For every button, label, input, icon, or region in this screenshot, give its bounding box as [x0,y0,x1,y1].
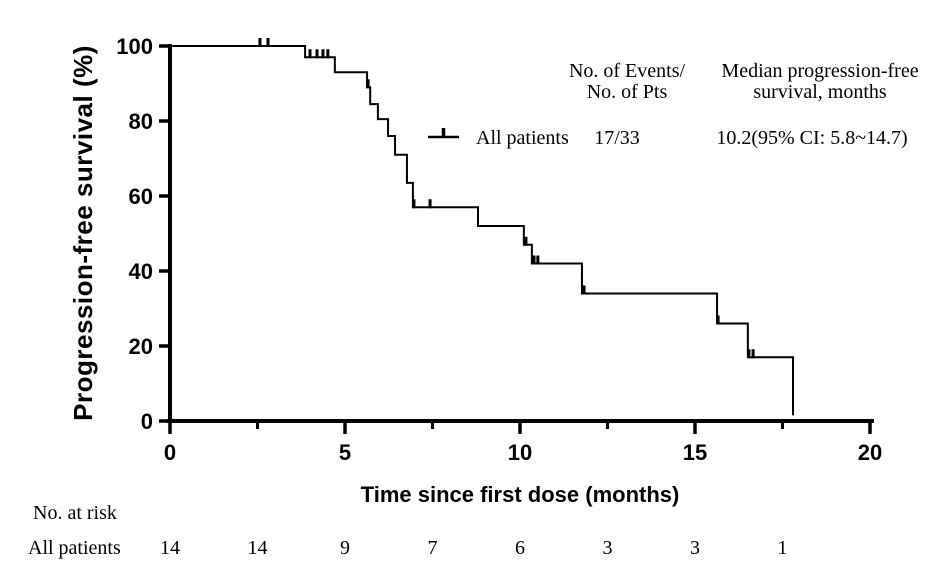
x-tick-label: 5 [339,440,351,465]
y-tick-label: 100 [116,34,153,59]
at-risk-count: 14 [160,537,180,559]
x-tick-label: 10 [508,440,532,465]
at-risk-counts: 14 14 9 7 6 3 3 1 [160,537,788,559]
at-risk-count: 3 [603,537,613,559]
y-tick-label: 40 [129,259,153,284]
legend-col1-header-line1: No. of Events/ [569,60,686,82]
legend-series-label: All patients [476,127,569,149]
at-risk-count: 7 [428,537,438,559]
y-tick-label: 60 [129,184,153,209]
censor-ticks [258,38,755,359]
legend: No. of Events/ No. of Pts Median progres… [428,60,919,149]
survival-curve-all-patients [170,45,794,416]
legend-events-value: 17/33 [594,127,640,149]
x-tick-label: 20 [858,440,882,465]
at-risk-count: 9 [340,537,350,559]
legend-median-value: 10.2(95% CI: 5.8~14.7) [716,127,907,149]
legend-col2-header-line2: survival, months [753,81,887,103]
at-risk-count: 14 [248,537,268,559]
at-risk-table: No. at risk All patients 14 14 9 7 6 3 3 1 [28,502,788,559]
legend-col2-header-line1: Median progression-free [721,60,918,82]
at-risk-row-label: All patients [28,537,121,559]
y-tick-label: 0 [141,409,153,434]
x-axis-title: Time since first dose (months) [361,482,680,507]
x-tick-label: 0 [164,440,176,465]
axes: 0 20 40 60 80 100 0 5 10 15 20 [116,34,882,465]
at-risk-count: 3 [690,537,700,559]
y-tick-label: 80 [129,109,153,134]
at-risk-count: 1 [778,537,788,559]
legend-col1-header-line2: No. of Pts [587,81,668,103]
at-risk-count: 6 [515,537,525,559]
at-risk-title: No. at risk [33,502,117,524]
y-tick-label: 20 [129,334,153,359]
x-tick-label: 15 [683,440,707,465]
legend-series-symbol [428,128,459,139]
y-axis-title: Progression-free survival (%) [68,45,98,421]
